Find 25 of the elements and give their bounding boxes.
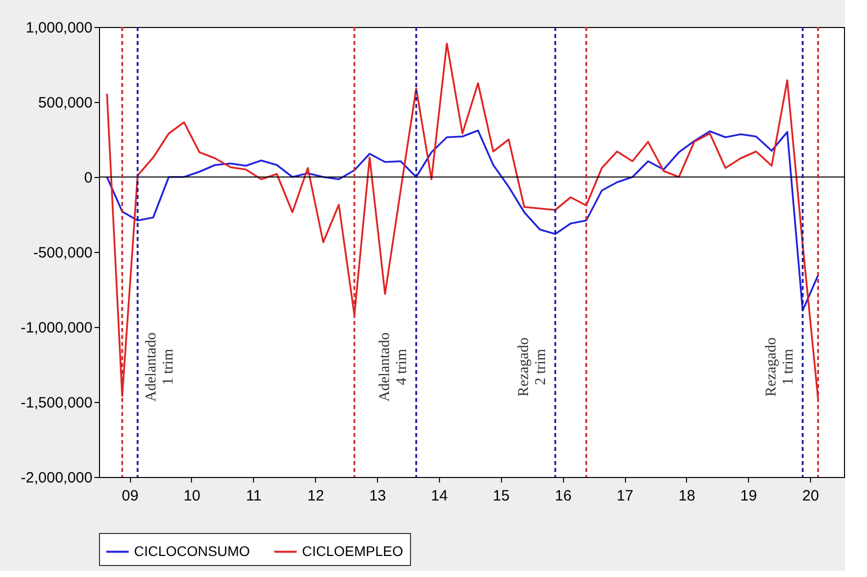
- x-tick-label: 18: [678, 488, 696, 504]
- y-tick-label: 1,000,000: [26, 20, 92, 36]
- ref-line-label: Adelantado 4 trim: [377, 332, 410, 402]
- x-tick-label: 17: [616, 488, 634, 504]
- legend-label: CICLOCONSUMO: [134, 542, 250, 559]
- y-tick-label: -1,000,000: [20, 320, 92, 336]
- x-tick-label: 16: [554, 488, 572, 504]
- y-tick-label: 0: [84, 170, 92, 186]
- x-tick-label: 19: [740, 488, 757, 504]
- ref-line-label: Adelantado 1 trim: [144, 332, 177, 402]
- x-tick-label: 13: [369, 488, 386, 504]
- x-tick-label: 20: [802, 488, 819, 504]
- ref-line-label: Rezagado 2 trim: [516, 337, 550, 397]
- x-tick-label: 15: [492, 488, 510, 504]
- y-tick-label: -1,500,000: [20, 394, 92, 412]
- y-tick-label: 500,000: [38, 94, 92, 112]
- legend-label: CICLOEMPLEO: [302, 542, 404, 559]
- x-tick-label: 09: [122, 488, 138, 504]
- x-tick-label: 14: [431, 488, 448, 504]
- y-tick-label: -500,000: [33, 244, 92, 262]
- x-tick-label: 11: [246, 488, 262, 504]
- x-tick-label: 12: [307, 488, 324, 504]
- x-tick-label: 10: [184, 488, 200, 504]
- ref-line-label: Rezagado 1 trim: [764, 337, 797, 397]
- y-tick-label: -2,000,000: [20, 470, 92, 486]
